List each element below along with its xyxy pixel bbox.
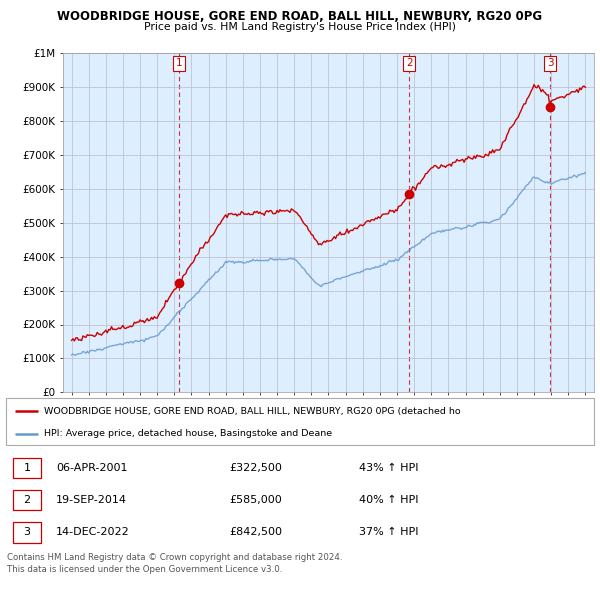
FancyBboxPatch shape: [13, 457, 41, 478]
Text: 3: 3: [547, 58, 554, 68]
Text: 14-DEC-2022: 14-DEC-2022: [56, 527, 130, 537]
Text: 06-APR-2001: 06-APR-2001: [56, 463, 127, 473]
Text: £322,500: £322,500: [229, 463, 283, 473]
Text: This data is licensed under the Open Government Licence v3.0.: This data is licensed under the Open Gov…: [7, 565, 283, 574]
Text: 19-SEP-2014: 19-SEP-2014: [56, 495, 127, 505]
Text: 40% ↑ HPI: 40% ↑ HPI: [359, 495, 418, 505]
Text: £585,000: £585,000: [229, 495, 282, 505]
Text: 37% ↑ HPI: 37% ↑ HPI: [359, 527, 418, 537]
FancyBboxPatch shape: [13, 490, 41, 510]
Text: WOODBRIDGE HOUSE, GORE END ROAD, BALL HILL, NEWBURY, RG20 0PG (detached ho: WOODBRIDGE HOUSE, GORE END ROAD, BALL HI…: [44, 407, 461, 416]
Text: £842,500: £842,500: [229, 527, 283, 537]
Text: 43% ↑ HPI: 43% ↑ HPI: [359, 463, 418, 473]
FancyBboxPatch shape: [13, 522, 41, 543]
Text: HPI: Average price, detached house, Basingstoke and Deane: HPI: Average price, detached house, Basi…: [44, 429, 332, 438]
Text: 2: 2: [406, 58, 413, 68]
Text: Contains HM Land Registry data © Crown copyright and database right 2024.: Contains HM Land Registry data © Crown c…: [7, 553, 343, 562]
Text: Price paid vs. HM Land Registry's House Price Index (HPI): Price paid vs. HM Land Registry's House …: [144, 22, 456, 32]
Text: 1: 1: [23, 463, 31, 473]
Text: 3: 3: [23, 527, 31, 537]
Text: 1: 1: [176, 58, 182, 68]
Text: 2: 2: [23, 495, 31, 505]
Text: WOODBRIDGE HOUSE, GORE END ROAD, BALL HILL, NEWBURY, RG20 0PG: WOODBRIDGE HOUSE, GORE END ROAD, BALL HI…: [58, 10, 542, 23]
